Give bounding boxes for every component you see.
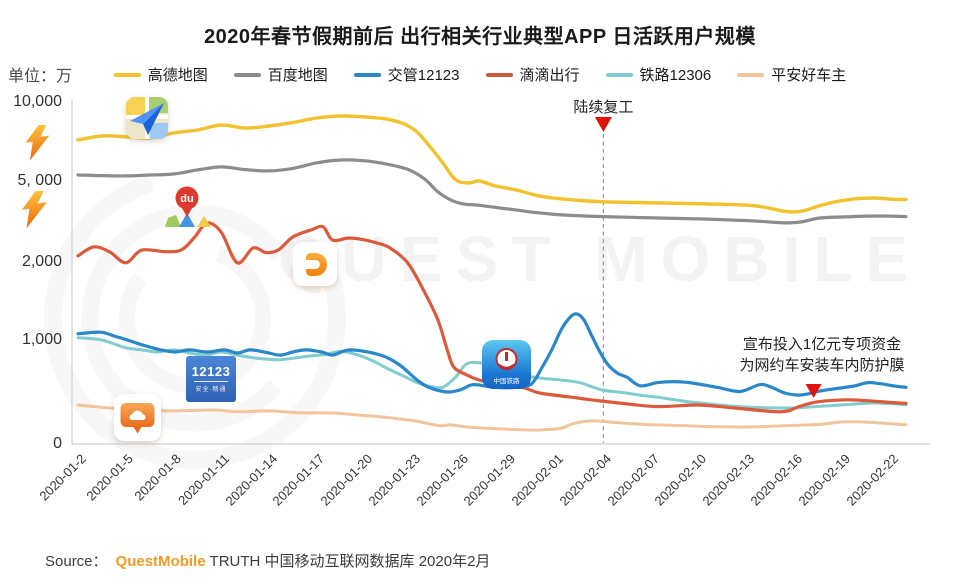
legend-swatch	[605, 72, 633, 77]
lightning-icon	[22, 123, 54, 166]
series-line-百度地图	[76, 158, 908, 225]
legend-label: 百度地图	[267, 67, 328, 84]
source-prefix: Source：	[45, 553, 108, 570]
china-railway-label: 中国铁路	[494, 376, 521, 385]
paper-plane-icon	[130, 103, 164, 135]
railway-12306-app-icon: 中国铁路	[482, 340, 531, 389]
legend-swatch	[353, 72, 381, 77]
didi-fund-annotation-line1: 宣布投入1亿元专项资金	[742, 336, 902, 353]
series-line-交管12123	[76, 312, 908, 397]
amap-app-icon	[126, 97, 168, 139]
legend-swatch	[485, 72, 513, 77]
legend-swatch	[113, 72, 141, 77]
legend-label: 高德地图	[147, 67, 208, 84]
source-line: Source： QuestMobile TRUTH 中国移动互联网数据库 2020年…	[45, 550, 490, 571]
y-axis-tick-label: 5, 000	[17, 172, 62, 189]
12123-label: 12123	[191, 364, 231, 379]
legend-item: 百度地图	[233, 64, 328, 85]
legend-label: 滴滴出行	[519, 67, 580, 84]
y-axis-tick-label: 2,000	[21, 253, 62, 270]
pingan-car-owner-app-icon	[114, 394, 161, 441]
legend-item: 高德地图	[113, 64, 208, 85]
didi-fund-marker-icon	[805, 384, 822, 398]
source-brand: QuestMobile	[115, 553, 206, 570]
y-axis-tick-label: 10,000	[13, 93, 62, 110]
legend-label: 铁路12306	[639, 67, 712, 84]
legend-item: 滴滴出行	[485, 64, 580, 85]
resume-work-marker-icon	[594, 117, 612, 132]
series-line-高德地图	[76, 114, 908, 214]
jiaoguan-12123-app-icon: 12123 安全·畅通	[186, 356, 236, 402]
legend-swatch	[233, 72, 261, 77]
y-axis-unit-label: 单位：万	[8, 68, 73, 85]
lightning-icon	[18, 189, 52, 234]
legend-item: 交管12123	[353, 64, 460, 85]
series-line-滴滴出行	[76, 221, 908, 414]
watermark-text: QUEST MOBILE	[278, 223, 922, 295]
series-line-平安好车主	[76, 403, 908, 432]
source-suffix: TRUTH 中国移动互联网数据库 2020年2月	[209, 553, 491, 570]
data-series-lines	[76, 114, 908, 432]
legend-label: 平安好车主	[771, 67, 847, 84]
page-title: 2020年春节假期前后 出行相关行业典型APP 日活跃用户规模	[204, 26, 756, 48]
y-axis-tick-label: 0	[53, 435, 62, 452]
resume-work-annotation: 陆续复工	[573, 99, 634, 116]
legend-label: 交管12123	[387, 67, 460, 84]
didi-app-icon	[293, 242, 337, 286]
divider	[194, 381, 228, 382]
didi-fund-annotation: 宣布投入1亿元专项资金 为网约车安装车内防护膜	[739, 334, 904, 376]
legend-item: 平安好车主	[737, 64, 846, 85]
legend-item: 铁路12306	[605, 64, 712, 85]
y-axis-tick-label: 1,000	[21, 331, 62, 348]
12123-slogan: 安全·畅通	[195, 387, 227, 393]
baidu-map-icon: du	[159, 185, 215, 234]
baidu-du-label: du	[180, 193, 193, 205]
legend-swatch	[737, 72, 765, 77]
legend: 高德地图 百度地图 交管12123 滴滴出行 铁路12306 平安好车主	[0, 64, 960, 85]
didi-fund-annotation-line2: 为网约车安装车内防护膜	[739, 357, 905, 374]
